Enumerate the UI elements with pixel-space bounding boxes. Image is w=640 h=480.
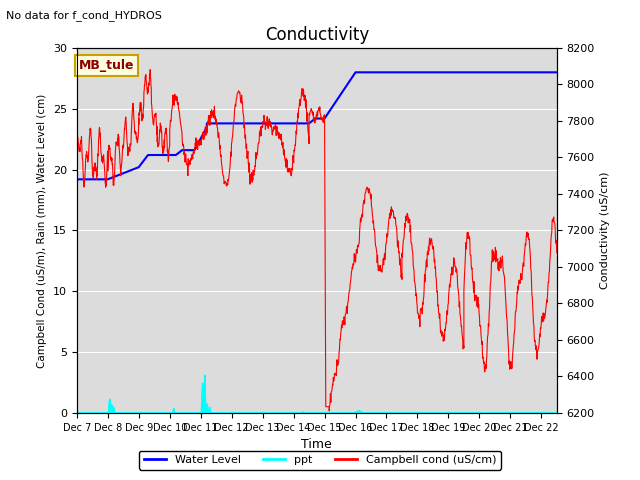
X-axis label: Time: Time: [301, 438, 332, 451]
Text: MB_tule: MB_tule: [79, 59, 134, 72]
Y-axis label: Campbell Cond (uS/m), Rain (mm), Water Level (cm): Campbell Cond (uS/m), Rain (mm), Water L…: [37, 93, 47, 368]
Legend: Water Level, ppt, Campbell cond (uS/cm): Water Level, ppt, Campbell cond (uS/cm): [140, 451, 500, 469]
Text: No data for f_cond_HYDROS: No data for f_cond_HYDROS: [6, 10, 163, 21]
Title: Conductivity: Conductivity: [265, 25, 369, 44]
Y-axis label: Conductivity (uS/cm): Conductivity (uS/cm): [600, 172, 611, 289]
